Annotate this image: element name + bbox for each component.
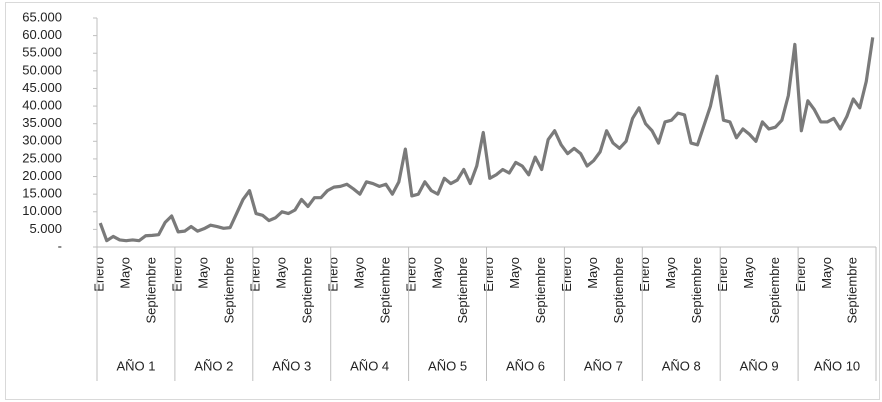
x-tick-label: Enero <box>170 257 185 292</box>
group-label: AÑO 9 <box>740 358 779 373</box>
y-tick-label: 15.000 <box>22 186 62 201</box>
y-tick-label: 20.000 <box>22 168 62 183</box>
x-tick-label: Mayo <box>429 257 444 289</box>
x-tick-label: Enero <box>559 257 574 292</box>
x-tick-label: Enero <box>715 257 730 292</box>
group-label: AÑO 8 <box>662 358 701 373</box>
x-tick-label: Mayo <box>819 257 834 289</box>
x-tick-label: Mayo <box>507 257 522 289</box>
group-label: AÑO 7 <box>584 358 623 373</box>
group-label: AÑO 1 <box>116 358 155 373</box>
x-tick-label: Enero <box>403 257 418 292</box>
x-tick-label: Enero <box>793 257 808 292</box>
x-tick-label: Mayo <box>741 257 756 289</box>
y-tick-label: 65.000 <box>22 9 62 24</box>
y-tick-label: 55.000 <box>22 45 62 60</box>
y-tick-label: 30.000 <box>22 133 62 148</box>
x-tick-label: Mayo <box>273 257 288 289</box>
x-tick-label: Mayo <box>585 257 600 289</box>
x-tick-label: Mayo <box>351 257 366 289</box>
x-tick-label: Enero <box>92 257 107 292</box>
x-tick-label: Septiembre <box>611 257 626 323</box>
x-tick-label: Septiembre <box>299 257 314 323</box>
group-label: AÑO 6 <box>506 358 545 373</box>
y-tick-label: 10.000 <box>22 203 62 218</box>
group-label: AÑO 4 <box>350 358 389 373</box>
y-tick-label: 45.000 <box>22 80 62 95</box>
x-tick-label: Mayo <box>118 257 133 289</box>
group-label: AÑO 10 <box>814 358 860 373</box>
y-tick-label: 40.000 <box>22 98 62 113</box>
x-tick-label: Septiembre <box>377 257 392 323</box>
x-tick-label: Enero <box>481 257 496 292</box>
group-label: AÑO 5 <box>428 358 467 373</box>
x-tick-label: Septiembre <box>845 257 860 323</box>
group-label: AÑO 3 <box>272 358 311 373</box>
data-line <box>98 37 875 243</box>
x-tick-label: Septiembre <box>455 257 470 323</box>
group-label: AÑO 2 <box>194 358 233 373</box>
y-tick-label: 35.000 <box>22 115 62 130</box>
x-tick-label: Septiembre <box>533 257 548 323</box>
y-tick-label: - <box>58 238 62 253</box>
x-tick-label: Enero <box>325 257 340 292</box>
chart-border <box>5 2 880 400</box>
x-tick-label: Mayo <box>663 257 678 289</box>
x-tick-label: Septiembre <box>767 257 782 323</box>
x-tick-label: Septiembre <box>689 257 704 323</box>
x-tick-label: Septiembre <box>222 257 237 323</box>
x-tick-label: Septiembre <box>144 257 159 323</box>
x-tick-label: Mayo <box>196 257 211 289</box>
y-tick-label: 60.000 <box>22 27 62 42</box>
x-tick-label: Enero <box>247 257 262 292</box>
y-tick-label: 5.000 <box>29 221 62 236</box>
y-tick-label: 50.000 <box>22 62 62 77</box>
x-tick-label: Enero <box>637 257 652 292</box>
y-tick-label: 25.000 <box>22 150 62 165</box>
